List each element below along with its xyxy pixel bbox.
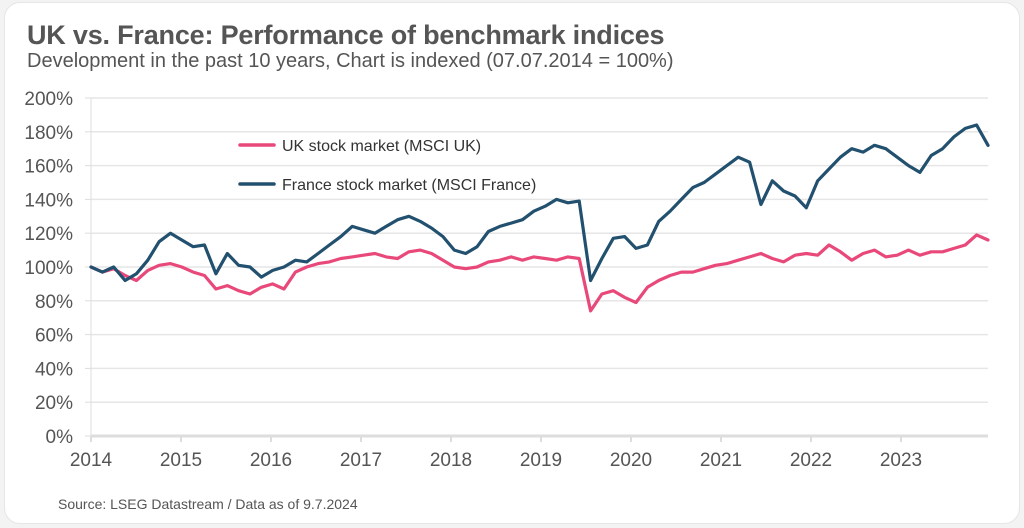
y-tick-label: 120% <box>24 224 73 245</box>
y-tick-label: 180% <box>24 123 73 144</box>
series-lines <box>89 123 990 313</box>
legend-label: France stock market (MSCI France) <box>282 177 536 194</box>
y-axis-ticks: 0% 20% 40% 60% 80% 100% 120% 140% 160% 180% 200% <box>24 89 73 448</box>
chart-title: UK vs. France: Performance of benchmark … <box>27 20 665 50</box>
x-tick-label: 2016 <box>250 450 292 471</box>
chart-subtitle: Development in the past 10 years, Chart … <box>27 50 674 72</box>
y-tick-label: 60% <box>35 326 73 347</box>
x-tick-label: 2019 <box>520 450 562 471</box>
legend-label: UK stock market (MSCI UK) <box>282 138 481 155</box>
y-tick-label: 200% <box>24 89 73 110</box>
y-tick-label: 80% <box>35 292 73 313</box>
x-axis: 2014 2015 2016 2017 2018 2019 2020 2021 2022 2023 <box>70 434 988 471</box>
x-tick-label: 2022 <box>790 450 832 471</box>
x-tick-label: 2023 <box>880 450 922 471</box>
x-tick-label: 2020 <box>610 450 652 471</box>
y-tick-label: 140% <box>24 190 73 211</box>
x-tick-label: 2018 <box>430 450 472 471</box>
legend: UK stock market (MSCI UK) France stock ma… <box>238 138 536 194</box>
uk-series-line <box>89 233 990 313</box>
source-note: Source: LSEG Datastream / Data as of 9.7… <box>58 496 358 512</box>
x-tick-label: 2021 <box>700 450 742 471</box>
y-tick-label: 160% <box>24 157 73 178</box>
y-tick-label: 20% <box>35 393 73 414</box>
x-tick-label: 2014 <box>70 450 113 471</box>
x-tick-label: 2017 <box>340 450 382 471</box>
y-tick-label: 40% <box>35 359 73 380</box>
france-series-line <box>89 123 990 283</box>
y-tick-label: 100% <box>24 258 73 279</box>
y-tick-label: 0% <box>46 427 74 448</box>
x-tick-label: 2015 <box>160 450 202 471</box>
